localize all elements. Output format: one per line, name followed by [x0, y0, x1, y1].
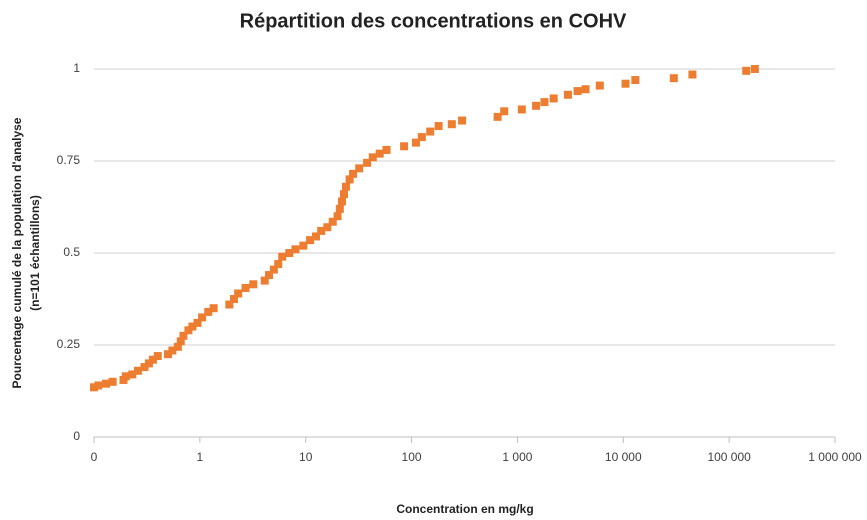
point [345, 175, 354, 184]
point [411, 138, 420, 147]
point [193, 318, 202, 327]
x-tick-label: 10 [299, 450, 313, 464]
point [669, 74, 678, 83]
point [102, 379, 111, 388]
x-tick-label: 1 000 [502, 450, 532, 464]
point [447, 120, 456, 129]
point [417, 133, 426, 142]
point [631, 76, 640, 85]
point [274, 260, 283, 269]
point [144, 359, 153, 368]
chart-title: Répartition des concentrations en COHV [240, 10, 627, 32]
point [188, 322, 197, 331]
point [368, 153, 377, 162]
point [173, 342, 182, 351]
point [581, 85, 590, 94]
point [249, 280, 258, 289]
point [400, 142, 409, 151]
point [750, 65, 759, 73]
point [148, 355, 157, 364]
point [340, 190, 349, 199]
point [573, 87, 582, 96]
point [209, 304, 218, 313]
y-axis-label: (n=101 échantillons) [28, 195, 42, 311]
point [133, 366, 142, 375]
point [225, 300, 234, 309]
point [179, 331, 188, 340]
point [153, 352, 162, 361]
y-tick-label: 0.25 [57, 337, 81, 351]
point [688, 70, 697, 79]
point [260, 276, 269, 285]
point [493, 112, 502, 121]
point [621, 79, 630, 88]
point [265, 271, 274, 280]
point [426, 127, 435, 136]
point [323, 223, 332, 232]
point [278, 252, 287, 261]
point [317, 226, 326, 235]
point [291, 245, 300, 254]
point [742, 66, 751, 75]
x-tick-label: 10 000 [605, 450, 642, 464]
point [341, 182, 350, 191]
point [349, 169, 358, 178]
point [532, 101, 541, 110]
point [328, 217, 337, 226]
point [198, 313, 207, 322]
point [382, 145, 391, 154]
point [311, 232, 320, 241]
x-tick-label: 100 000 [707, 450, 751, 464]
point [375, 149, 384, 158]
y-tick-label: 1 [73, 61, 80, 75]
point [540, 98, 549, 107]
point [121, 372, 130, 381]
point [306, 236, 315, 245]
point [595, 81, 604, 90]
point [549, 94, 558, 103]
point [90, 383, 98, 392]
point [333, 212, 342, 221]
point [241, 283, 250, 292]
point [458, 116, 467, 125]
point [269, 265, 278, 274]
x-tick-label: 1 000 000 [808, 450, 862, 464]
point [563, 90, 572, 99]
point [335, 204, 344, 213]
x-tick-label: 0 [91, 450, 98, 464]
point [337, 197, 346, 206]
point [355, 164, 364, 173]
point [168, 346, 177, 355]
point [363, 158, 372, 167]
x-axis-label: Concentration en mg/kg [396, 502, 533, 516]
x-tick-label: 100 [402, 450, 422, 464]
point [234, 289, 243, 298]
y-tick-label: 0.75 [57, 153, 81, 167]
point [285, 249, 294, 257]
point [517, 105, 526, 114]
point [229, 295, 238, 303]
point [176, 337, 185, 346]
point [434, 122, 443, 131]
point [140, 363, 149, 372]
y-tick-label: 0 [73, 429, 80, 443]
point [128, 370, 137, 379]
point [108, 377, 117, 386]
x-tick-label: 1 [197, 450, 204, 464]
point [163, 350, 172, 359]
y-tick-label: 0.5 [63, 245, 80, 259]
point [204, 307, 213, 316]
y-axis-label: Pourcentage cumulé de la population d'an… [10, 117, 24, 388]
point [299, 241, 308, 250]
point [94, 381, 103, 390]
point [500, 107, 509, 116]
